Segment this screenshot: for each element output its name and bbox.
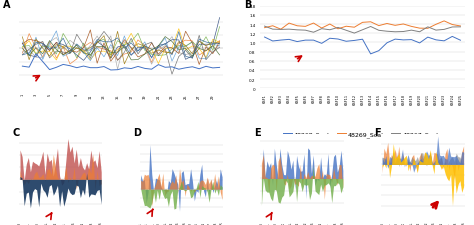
48268_Scale	[401, 39, 406, 42]
48267_Scale	[425, 26, 431, 29]
48267_Scale	[409, 30, 414, 32]
48267_Scale	[319, 28, 325, 31]
48267_Scale	[417, 31, 422, 34]
48267_Scale	[433, 30, 439, 32]
48269_Scale	[457, 25, 463, 28]
48269_Scale	[294, 25, 300, 28]
Text: E: E	[254, 127, 260, 137]
48269_Scale	[270, 25, 275, 28]
48268_Scale	[352, 40, 357, 43]
48267_Scale	[457, 26, 463, 29]
48268_Scale	[457, 40, 463, 42]
48268_Scale	[278, 40, 284, 42]
48267_Scale	[352, 33, 357, 35]
48269_Scale	[319, 27, 325, 30]
Line: 48267_Scale: 48267_Scale	[264, 27, 460, 34]
48267_Scale	[392, 31, 398, 34]
Text: F: F	[374, 127, 381, 137]
48268_Scale	[417, 42, 422, 45]
48269_Scale	[278, 29, 284, 32]
48267_Scale	[441, 29, 447, 32]
48269_Scale	[352, 27, 357, 29]
48267_Scale	[449, 27, 455, 29]
48269_Scale	[392, 25, 398, 28]
48269_Scale	[384, 23, 390, 26]
48267_Scale	[310, 32, 316, 34]
48268_Scale	[449, 36, 455, 39]
48267_Scale	[278, 29, 284, 32]
48267_Scale	[343, 30, 349, 32]
48268_Scale	[310, 40, 316, 42]
48268_Scale	[343, 41, 349, 43]
48269_Scale	[376, 25, 382, 28]
48268_Scale	[368, 53, 374, 56]
48269_Scale	[433, 24, 439, 27]
48269_Scale	[401, 23, 406, 26]
48267_Scale	[327, 29, 333, 32]
48269_Scale	[409, 26, 414, 29]
48268_Scale	[270, 40, 275, 43]
Line: 48269_Scale: 48269_Scale	[264, 22, 460, 30]
48268_Scale	[433, 39, 439, 42]
48269_Scale	[310, 22, 316, 25]
48268_Scale	[302, 40, 308, 42]
48269_Scale	[335, 28, 341, 31]
48267_Scale	[270, 29, 275, 31]
48269_Scale	[327, 24, 333, 26]
Text: B: B	[244, 0, 252, 10]
48268_Scale	[441, 40, 447, 43]
48269_Scale	[425, 28, 431, 31]
48268_Scale	[384, 42, 390, 45]
48269_Scale	[343, 26, 349, 28]
48267_Scale	[302, 30, 308, 32]
48269_Scale	[302, 26, 308, 29]
48268_Scale	[262, 36, 267, 39]
48269_Scale	[441, 20, 447, 23]
48269_Scale	[360, 22, 365, 25]
Legend: 48268_Scale, 48269_Scale, 48267_Scale: 48268_Scale, 48269_Scale, 48267_Scale	[281, 129, 445, 140]
48268_Scale	[294, 41, 300, 44]
48267_Scale	[360, 29, 365, 32]
48267_Scale	[384, 31, 390, 34]
48268_Scale	[319, 43, 325, 45]
48267_Scale	[286, 29, 292, 31]
Text: C: C	[12, 127, 19, 137]
48269_Scale	[449, 24, 455, 27]
48268_Scale	[376, 50, 382, 53]
48269_Scale	[368, 21, 374, 24]
48268_Scale	[327, 38, 333, 40]
48269_Scale	[417, 28, 422, 30]
48269_Scale	[286, 23, 292, 25]
Text: D: D	[133, 127, 141, 137]
48269_Scale	[262, 27, 267, 30]
48268_Scale	[335, 38, 341, 41]
48267_Scale	[262, 26, 267, 28]
48268_Scale	[425, 37, 431, 39]
48268_Scale	[286, 39, 292, 42]
48268_Scale	[392, 38, 398, 41]
48267_Scale	[376, 30, 382, 32]
48268_Scale	[409, 39, 414, 42]
48267_Scale	[294, 29, 300, 32]
48267_Scale	[335, 27, 341, 30]
48267_Scale	[368, 26, 374, 29]
Text: A: A	[3, 0, 10, 10]
48267_Scale	[401, 31, 406, 34]
Line: 48268_Scale: 48268_Scale	[264, 37, 460, 55]
48268_Scale	[360, 39, 365, 41]
